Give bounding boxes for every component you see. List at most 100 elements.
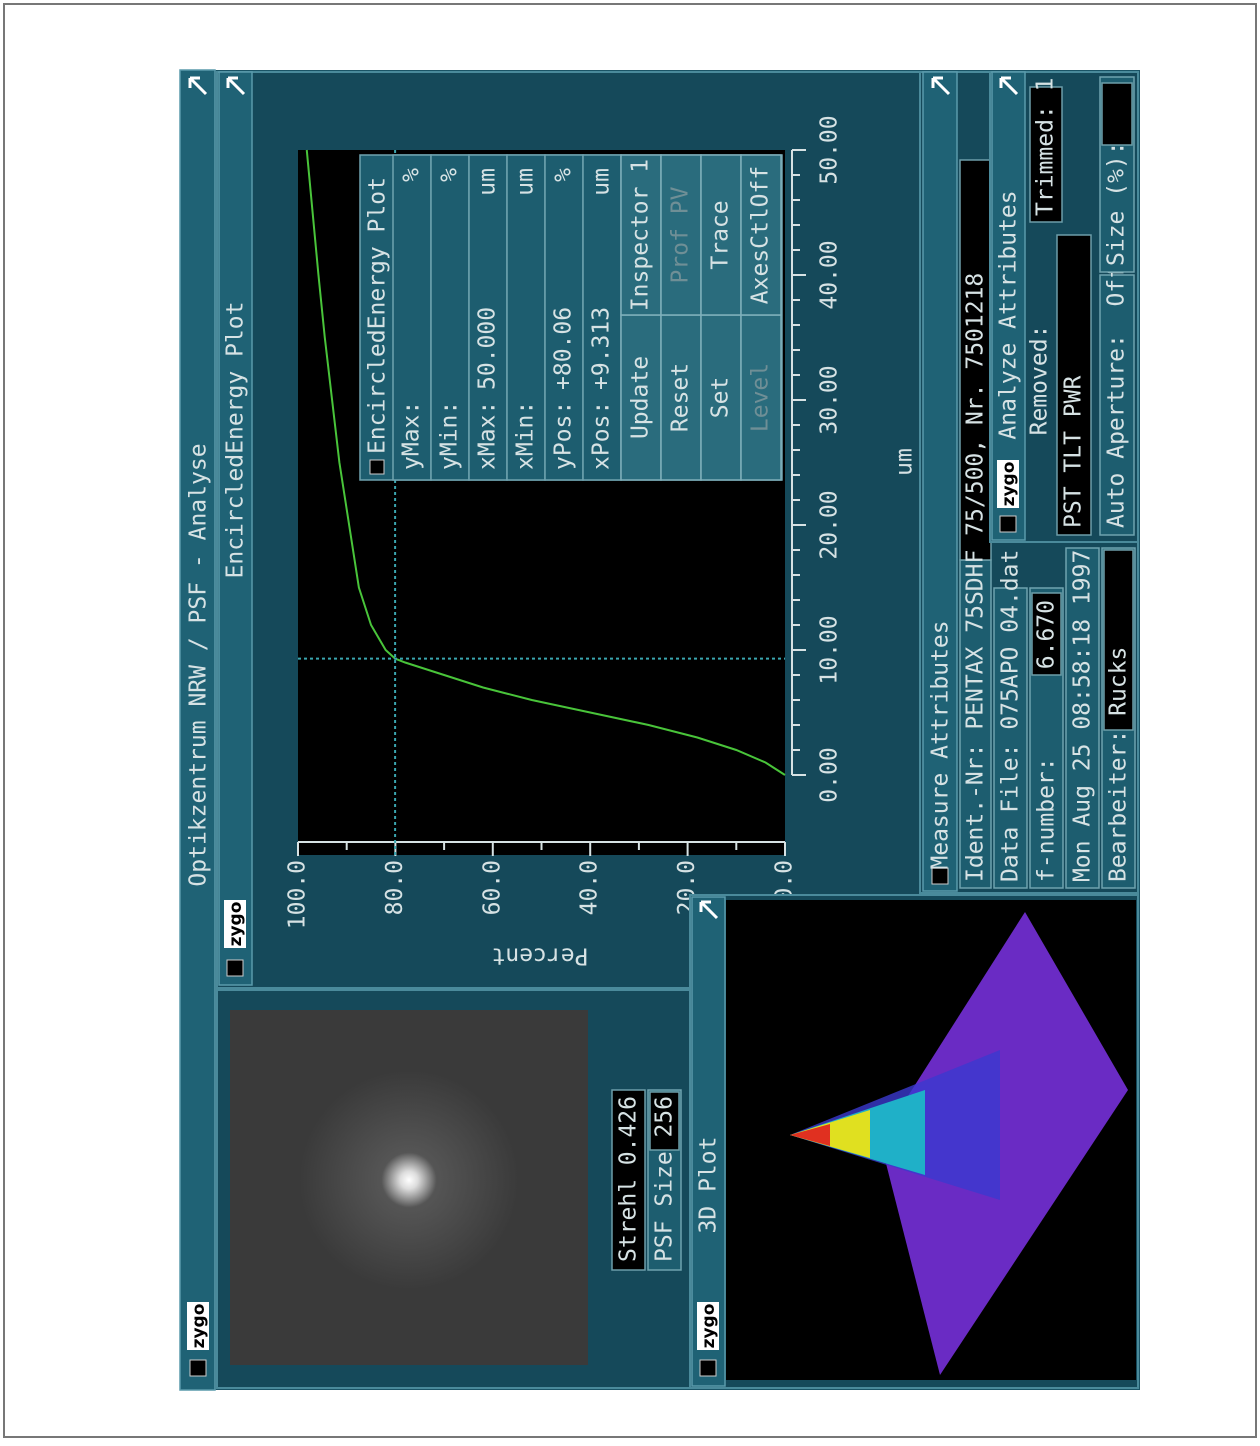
logo-box	[697, 1302, 719, 1350]
x-tick-label: 50.00	[817, 115, 843, 184]
menu-arrow[interactable]	[699, 900, 719, 920]
inspector-button-label: Reset	[668, 363, 694, 432]
inspector-button-label: AxesCtlOff	[748, 166, 774, 304]
removed: PST TLT PWR	[1061, 376, 1087, 528]
ident: Ident.-Nr: PENTAX 75SDHF 75/500, Nr. 750…	[963, 273, 989, 882]
inspector-label: yMin:	[437, 401, 463, 470]
inspector-button-label: Set	[708, 377, 734, 419]
trimmed-box	[1029, 86, 1063, 223]
plot3d-title: 3D Plot	[696, 1137, 722, 1234]
psf-size-box	[649, 1091, 680, 1151]
inspector-value: +9.313	[589, 307, 615, 390]
logo-box	[224, 900, 246, 948]
inspector-button-label: Level	[748, 363, 774, 432]
measure-title-bar	[922, 71, 958, 892]
strehl-label: Strehl	[616, 1179, 642, 1262]
y-tick-label: 80.0	[382, 860, 408, 915]
inspector-unit: %	[551, 168, 577, 182]
close-icon[interactable]	[369, 459, 385, 475]
logo: zygo	[189, 1304, 209, 1349]
title-bar	[179, 69, 216, 1391]
menu-arrow[interactable]	[931, 76, 951, 96]
x-tick-label: 20.00	[817, 490, 843, 559]
analyze-title-bar	[991, 71, 1026, 541]
inspector-button[interactable]	[740, 154, 782, 316]
inspector-unit: um	[513, 168, 539, 196]
auto-aperture-field	[1099, 274, 1135, 536]
auto-aperture: Auto Aperture: Off	[1104, 265, 1130, 528]
inspector-label: yPos:	[551, 401, 577, 470]
inspector-button-label: Update	[628, 356, 654, 439]
x-tick-label: 10.00	[817, 615, 843, 684]
inspector-label: xMax:	[475, 401, 501, 470]
inspector-button-label: Inspector 1	[628, 159, 654, 311]
removed-box	[1056, 234, 1092, 536]
psf-spot	[299, 1070, 519, 1290]
logo-box	[997, 460, 1019, 508]
f-number: 6.670	[1034, 600, 1060, 669]
measure-title: Measure Attributes	[928, 620, 954, 869]
data-file-field	[993, 587, 1028, 889]
x-tick-label: 40.00	[817, 240, 843, 309]
inspector-label: xPos:	[589, 401, 615, 470]
x-tick-label: 30.00	[817, 365, 843, 434]
psf-peak-top	[790, 1124, 830, 1146]
operator: Bearbeiter: Rucks	[1106, 647, 1132, 882]
close-icon[interactable]	[931, 867, 949, 885]
y-tick-label: 60.0	[479, 860, 505, 915]
curve	[305, 149, 786, 776]
close-icon[interactable]	[999, 515, 1017, 533]
f-number-label: f-number:	[1034, 757, 1060, 882]
inspector-unit: um	[475, 168, 501, 196]
app-window: zygo Optikzentrum NRW / PSF - Analyse St…	[179, 69, 1140, 1391]
chart-title: EncircledEnergy Plot	[223, 302, 249, 579]
close-icon[interactable]	[226, 959, 244, 977]
menu-arrow[interactable]	[999, 76, 1019, 96]
y-axis-label: Percent	[492, 943, 589, 969]
x-tick-label: 0.00	[817, 747, 843, 802]
window-title: Optikzentrum NRW / PSF - Analyse	[186, 443, 212, 886]
logo-box	[187, 1302, 209, 1350]
inspector-label: yMax:	[399, 401, 425, 470]
y-tick-label: 100.0	[285, 860, 311, 929]
close-icon[interactable]	[699, 1359, 717, 1377]
operator-box	[1103, 549, 1134, 731]
logo: zygo	[999, 462, 1019, 507]
plot3d-title-bar	[691, 896, 726, 1387]
x-axis-label: um	[892, 448, 918, 476]
inspector-button-label: Trace	[708, 200, 734, 269]
inspector-button-label: Prof PV	[668, 186, 694, 283]
menu-arrow[interactable]	[226, 76, 246, 96]
data-file: Data File: 075APO 04.dat	[998, 550, 1024, 882]
psf-size-value: 256	[652, 1096, 678, 1138]
date-field	[1065, 547, 1100, 889]
f-number-box	[1031, 592, 1062, 676]
trimmed: Trimmed: 1	[1033, 78, 1059, 216]
strehl-field	[611, 1089, 646, 1271]
analyze-title: Analyze Attributes	[996, 190, 1022, 439]
inspector-unit: um	[589, 168, 615, 196]
inspector-rows: yMax:% yMin:% xMax: 50.000 um xMin: um yPos: +80…	[392, 154, 782, 481]
inspector: EncircledEnergy Plot yMax:% yMin:% xMax: 50…	[359, 154, 783, 481]
logo: zygo	[699, 1304, 719, 1349]
inspector-unit: %	[399, 168, 425, 182]
menu-arrow[interactable]	[188, 76, 208, 96]
psf-surface	[880, 912, 1128, 1375]
ee-title-bar	[218, 71, 253, 986]
size-box	[1101, 82, 1133, 146]
date: Mon Aug 25 08:58:18 1997	[1070, 550, 1096, 882]
inspector-value: 50.000	[475, 307, 501, 390]
strehl-value: 0.426	[616, 1096, 642, 1165]
inspector-title: EncircledEnergy Plot	[365, 177, 391, 454]
psf-size-label: PSF Size:	[652, 1137, 678, 1262]
inspector-label: xMin:	[513, 401, 539, 470]
plot: 0.020.040.060.080.0100.00.0010.0020.0030…	[285, 115, 843, 929]
removed-label: Removed:	[1027, 325, 1053, 436]
size-label: Size (%):	[1104, 141, 1130, 266]
close-icon[interactable]	[189, 1359, 207, 1377]
inspector-value: +80.06	[551, 307, 577, 390]
logo: zygo	[226, 902, 246, 947]
inspector-unit: %	[437, 168, 463, 182]
y-tick-label: 40.0	[577, 860, 603, 915]
